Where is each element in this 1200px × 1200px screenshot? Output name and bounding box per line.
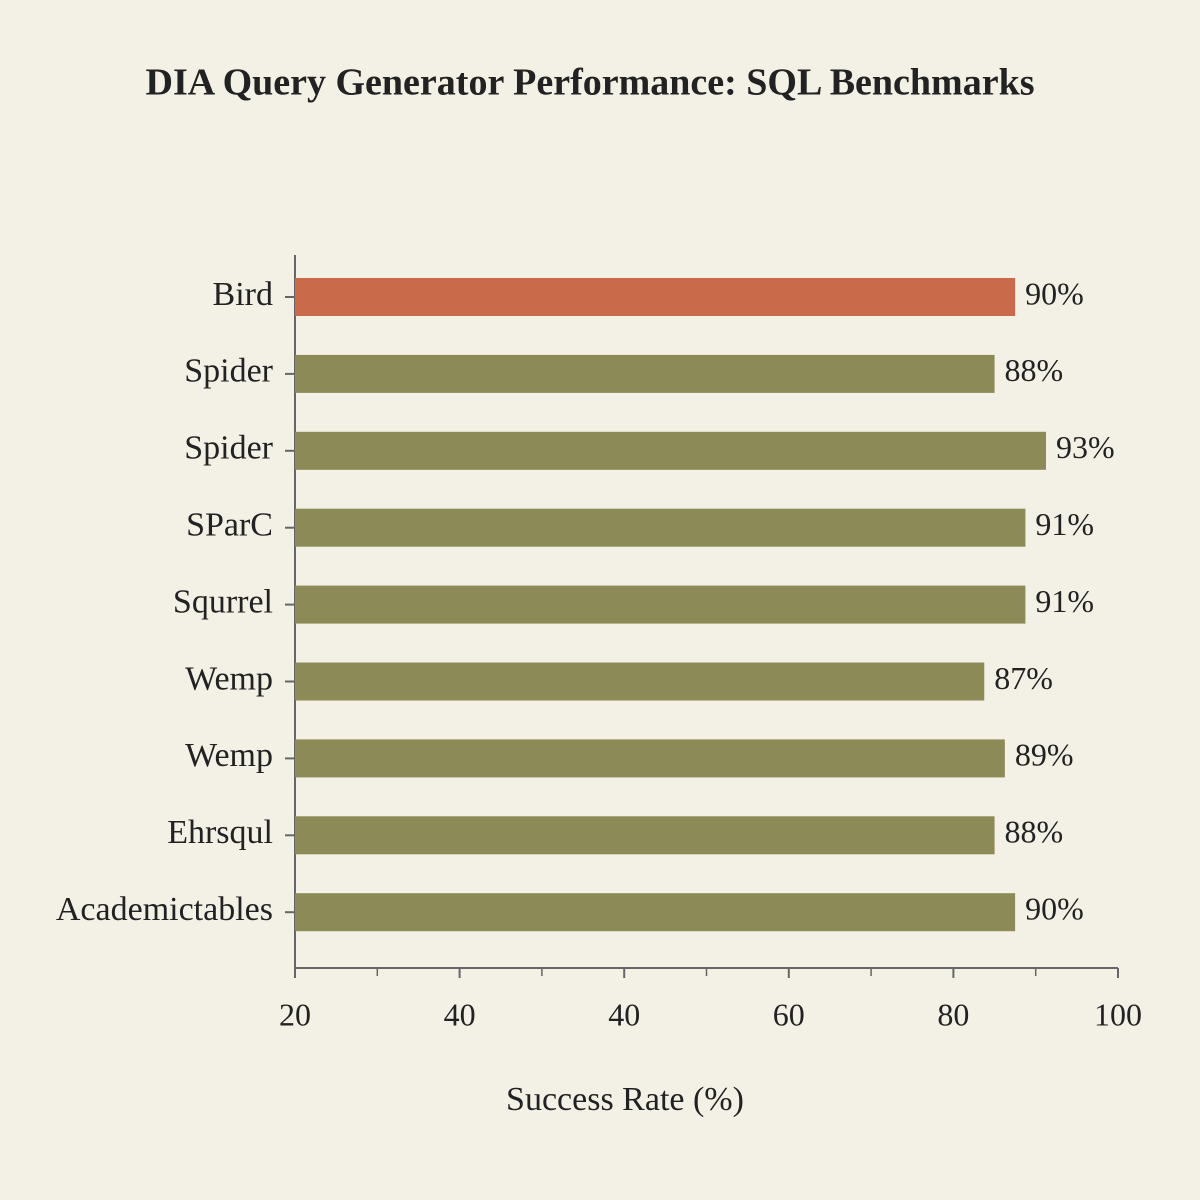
- y-tick-label: Squrrel: [173, 583, 273, 620]
- chart-title: DIA Query Generator Performance: SQL Ben…: [146, 62, 1035, 104]
- y-tick-label: SParC: [186, 506, 273, 543]
- y-tick-label: Bird: [213, 276, 273, 313]
- value-label: 90%: [1025, 275, 1084, 311]
- bar: [295, 816, 995, 855]
- x-tick-label: 80: [937, 996, 969, 1032]
- y-tick-label: Spider: [184, 353, 273, 390]
- y-tick-label: Wemp: [185, 737, 273, 774]
- y-tick-label: Wemp: [185, 660, 273, 697]
- x-axis-label: Success Rate (%): [506, 1081, 744, 1118]
- x-tick-label: 20: [279, 996, 311, 1032]
- bar: [295, 431, 1046, 470]
- x-tick-label: 60: [773, 996, 805, 1032]
- value-label: 91%: [1035, 506, 1094, 542]
- bar: [295, 739, 1005, 778]
- value-label: 88%: [1005, 352, 1064, 388]
- value-label: 93%: [1056, 429, 1115, 465]
- value-label: 89%: [1015, 737, 1074, 773]
- value-label: 87%: [994, 660, 1053, 696]
- y-tick-label: Academictables: [56, 891, 273, 928]
- y-tick-label: Spider: [184, 430, 273, 467]
- bar: [295, 893, 1016, 932]
- value-label: 91%: [1035, 583, 1094, 619]
- y-tick-label: Ehrsqul: [167, 814, 273, 851]
- x-tick-label: 40: [444, 996, 476, 1032]
- bar: [295, 662, 985, 701]
- bar: [295, 585, 1026, 624]
- bar: [295, 508, 1026, 547]
- x-tick-label: 100: [1094, 996, 1142, 1032]
- value-label: 88%: [1005, 814, 1064, 850]
- bar: [295, 354, 995, 393]
- bar: [295, 278, 1016, 316]
- value-label: 90%: [1025, 891, 1084, 927]
- x-tick-label: 40: [608, 996, 640, 1032]
